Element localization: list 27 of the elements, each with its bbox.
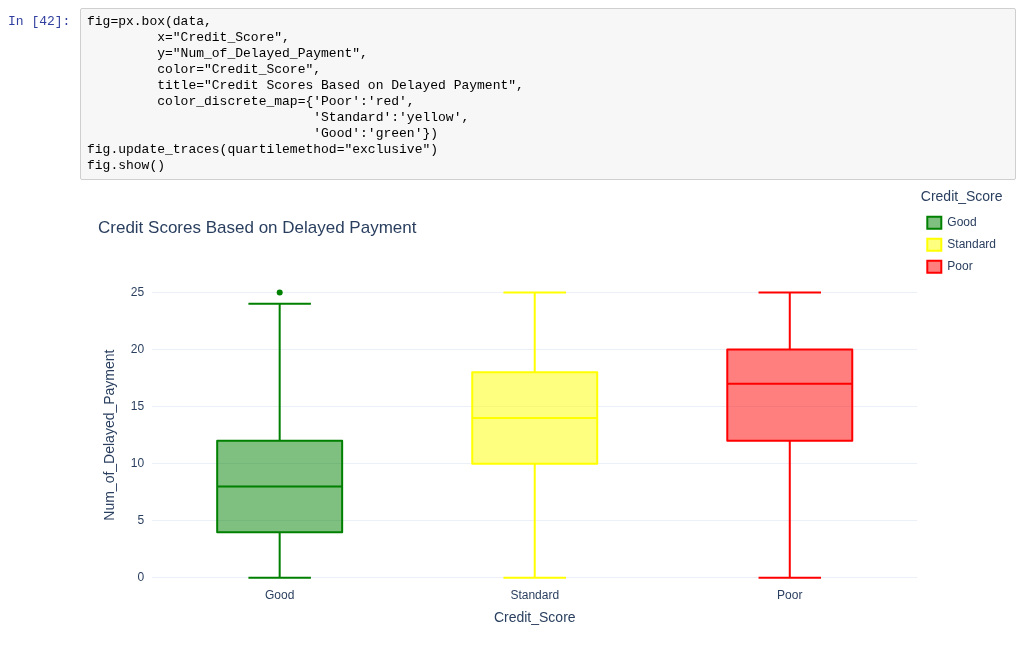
y-axis-title: Num_of_Delayed_Payment (101, 349, 118, 521)
chart-title: Credit Scores Based on Delayed Payment (98, 217, 417, 237)
legend-label: Poor (947, 259, 973, 274)
y-tick-label: 25 (130, 284, 145, 299)
y-tick-label: 10 (130, 455, 145, 470)
x-tick-label: Poor (777, 588, 803, 603)
x-axis-title: Credit_Score (493, 609, 576, 626)
text: In [42]: (8, 13, 72, 29)
text: fig.show() (87, 158, 166, 174)
y-tick-label: 0 (137, 570, 145, 585)
text: color="Credit_Score", (156, 62, 323, 78)
text: color_discrete_map={'Poor':'red', (156, 94, 416, 110)
y-tick-label: 5 (137, 513, 145, 528)
text: title="Credit Scores Based on Delayed Payment", (156, 78, 525, 94)
y-tick-label: 20 (130, 341, 145, 356)
legend-title: Credit_Score (920, 187, 1003, 204)
text: y="Num_of_Delayed_Payment", (156, 46, 369, 62)
x-tick-label: Standard (510, 588, 560, 603)
text: 'Standard':'yellow', (312, 110, 471, 126)
legend-label: Good (947, 215, 977, 230)
text: x="Credit_Score", (156, 30, 291, 46)
x-tick-label: Good (264, 588, 295, 603)
text: 'Good':'green'}) (312, 126, 440, 142)
legend-label: Standard (947, 237, 996, 252)
text: fig.update_traces(quartilemethod="exclusive") (87, 142, 440, 158)
y-tick-label: 15 (130, 398, 145, 413)
text: fig=px.box(data, (87, 14, 213, 30)
